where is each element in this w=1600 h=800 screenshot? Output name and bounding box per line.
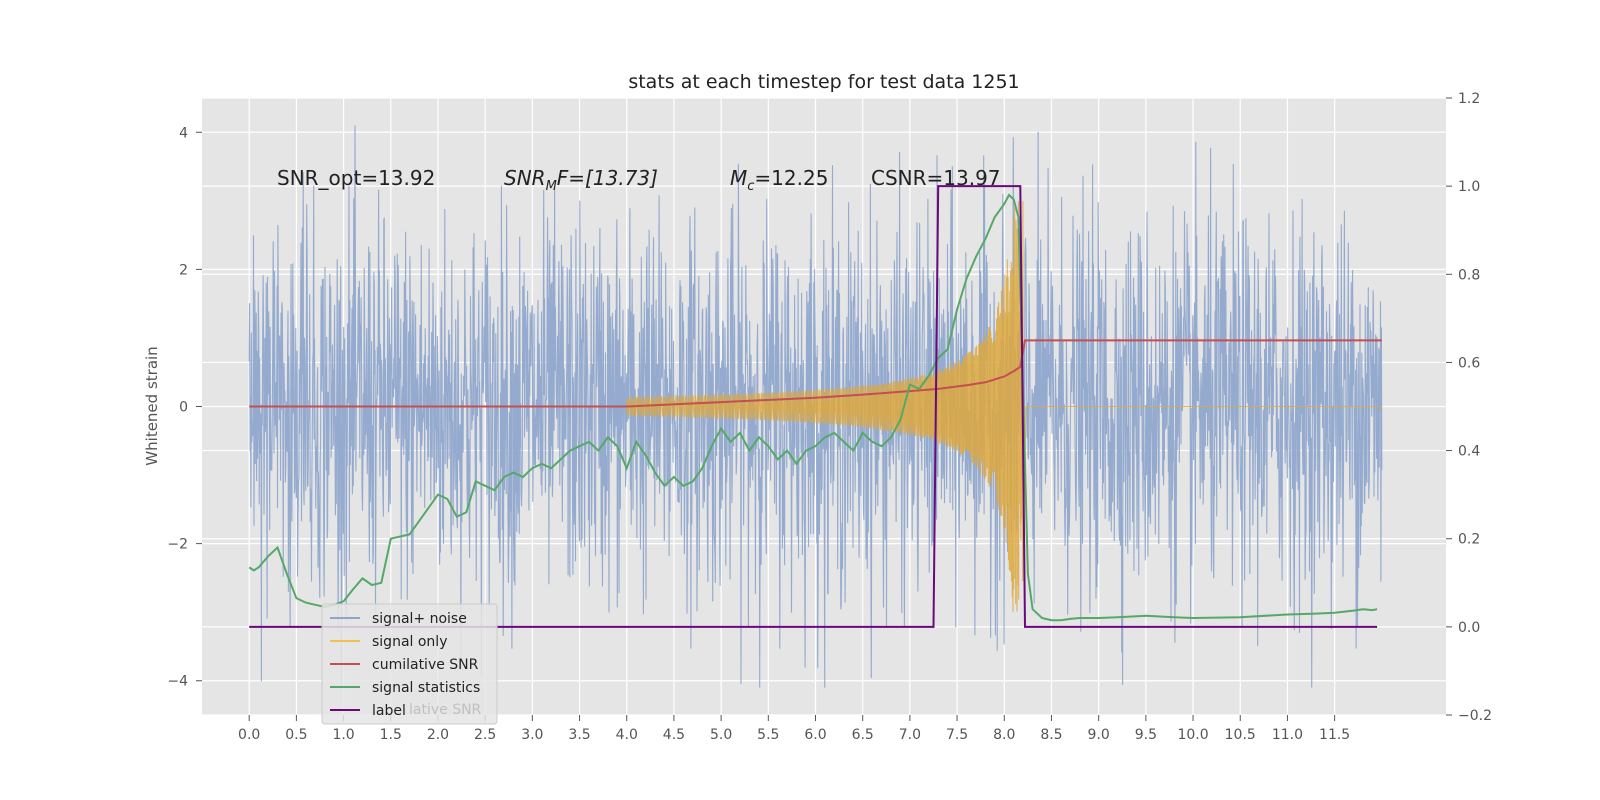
x-tick-label: 11.0 <box>1272 727 1303 743</box>
x-tick-label: 0.0 <box>238 727 260 743</box>
y-axis-label: Whitened strain <box>143 346 161 465</box>
y-axis-ticks: 4 2 0 −2 −4 <box>167 125 202 690</box>
y2-tick-label: 0.8 <box>1458 267 1480 283</box>
x-axis-ticks: 0.0 0.5 1.0 1.5 2.0 2.5 3.0 3.5 4.0 4.5 5.0 5.5 6.0 6… <box>238 715 1350 743</box>
legend-label: signal only <box>372 634 447 650</box>
y2-tick-label: 1.2 <box>1458 91 1480 107</box>
legend-ghost-text: lative SNR <box>409 702 482 718</box>
x-tick-label: 2.5 <box>474 727 496 743</box>
legend-box <box>321 603 498 725</box>
x-tick-label: 6.0 <box>804 727 826 743</box>
x-tick-label: 3.0 <box>521 727 543 743</box>
annotation-chirp-mass: Mc=12.25 <box>730 166 828 194</box>
x-tick-label: 5.0 <box>710 727 732 743</box>
series-signal-noise <box>248 125 1383 688</box>
legend-label: label <box>372 703 406 719</box>
x-tick-label: 10.5 <box>1225 727 1256 743</box>
x-tick-label: 10.0 <box>1177 727 1208 743</box>
x-tick-label: 8.0 <box>993 727 1015 743</box>
y2-tick-label: −0.2 <box>1458 708 1492 724</box>
x-tick-label: 4.0 <box>616 727 638 743</box>
legend: lative SNR signal+ noise signal only cumil… <box>321 603 498 725</box>
series-signal-only <box>626 200 1382 612</box>
y2-tick-label: 0.0 <box>1458 620 1480 636</box>
legend-label: signal statistics <box>372 680 480 696</box>
y2-tick-label: 0.6 <box>1458 355 1480 371</box>
x-tick-label: 6.5 <box>852 727 874 743</box>
legend-label: cumilative SNR <box>372 657 479 673</box>
x-tick-label: 4.5 <box>663 727 685 743</box>
x-tick-label: 1.5 <box>380 727 402 743</box>
x-tick-label: 1.0 <box>332 727 354 743</box>
x-tick-label: 11.5 <box>1319 727 1350 743</box>
x-tick-label: 7.0 <box>899 727 921 743</box>
y-tick-label: 2 <box>179 262 188 278</box>
annotation-csnr: CSNR=13.97 <box>871 166 1001 190</box>
series-label <box>249 185 1378 628</box>
x-tick-label: 2.0 <box>427 727 449 743</box>
x-tick-label: 9.5 <box>1135 727 1157 743</box>
annotation-snr-opt: SNR_opt=13.92 <box>277 166 435 190</box>
annotations: SNR_opt=13.92 SNRMF=[13.73] Mc=12.25 CSN… <box>277 166 1001 194</box>
x-tick-label: 5.5 <box>757 727 779 743</box>
x-tick-label: 3.5 <box>568 727 590 743</box>
y-tick-label: −2 <box>167 537 188 553</box>
x-tick-label: 9.0 <box>1088 727 1110 743</box>
y-tick-label: −4 <box>167 674 188 690</box>
series-layer <box>248 125 1383 688</box>
y2-axis-ticks: 1.2 1.0 0.8 0.6 0.4 0.2 0.0 −0.2 <box>1446 91 1492 724</box>
y2-tick-label: 0.4 <box>1458 444 1480 460</box>
series-signal-statistics <box>248 193 1378 622</box>
legend-label: signal+ noise <box>372 611 467 627</box>
y2-tick-label: 1.0 <box>1458 179 1480 195</box>
annotation-snr-mf: SNRMF=[13.73] <box>504 166 658 194</box>
x-tick-label: 8.5 <box>1040 727 1062 743</box>
chart-title: stats at each timestep for test data 125… <box>628 71 1019 93</box>
series-cumilative-snr <box>249 339 1382 408</box>
x-tick-label: 7.5 <box>946 727 968 743</box>
y-tick-label: 4 <box>179 125 188 141</box>
x-tick-label: 0.5 <box>285 727 307 743</box>
y2-tick-label: 0.2 <box>1458 532 1480 548</box>
y-tick-label: 0 <box>179 400 188 416</box>
